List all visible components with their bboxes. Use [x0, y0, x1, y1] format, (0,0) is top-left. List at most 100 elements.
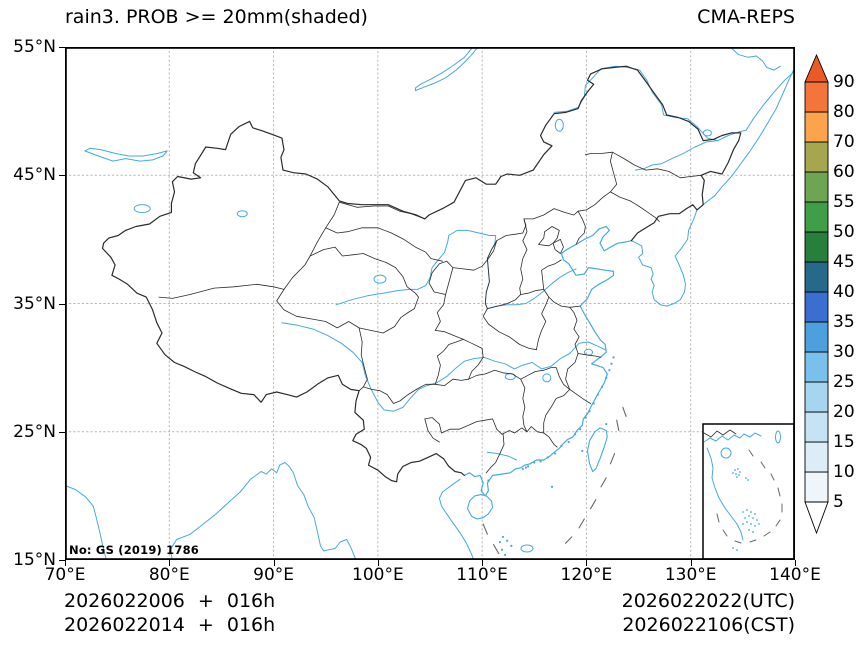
colorbar-tick-label: 5	[833, 492, 844, 512]
coast-india-west	[65, 485, 108, 560]
province-boundary	[358, 296, 419, 334]
hainan-island	[466, 494, 494, 520]
scs-inset	[702, 423, 795, 560]
y-tick-label: 55°N	[13, 37, 56, 57]
inset-island-dot	[754, 513, 756, 515]
island-dot	[521, 467, 524, 471]
colorbar-segment	[804, 381, 829, 413]
province-boundary	[424, 418, 440, 443]
coast-china	[463, 225, 632, 497]
province-boundary	[434, 330, 483, 349]
coast-sea-of-japan	[702, 65, 795, 206]
license-number: No: GS (2019) 1786	[69, 543, 199, 557]
inset-island-dot	[745, 477, 747, 479]
province-boundary	[543, 289, 581, 308]
province-boundary	[565, 353, 579, 390]
coast-bay-of-bengal	[169, 462, 357, 560]
qinghai-lake	[373, 274, 387, 284]
island-dot	[560, 444, 563, 447]
colorbar-under-arrow	[804, 501, 829, 535]
island-dot	[596, 393, 599, 396]
colorbar-tick-label: 50	[833, 222, 855, 242]
inset-island-dot	[742, 523, 744, 525]
province-boundary	[283, 201, 340, 290]
china-map	[65, 47, 795, 560]
river-amur-lower	[729, 47, 781, 71]
province-boundary	[485, 432, 505, 474]
x-tick-mark	[690, 560, 692, 566]
y-tick-mark	[59, 431, 65, 433]
inset-dash-segment	[760, 461, 766, 469]
island-dot	[550, 485, 554, 488]
province-boundary	[577, 353, 602, 358]
y-tick-mark	[59, 175, 65, 177]
colorbar-tick-label: 45	[833, 252, 855, 272]
y-tick-mark	[59, 303, 65, 305]
x-tick-mark	[377, 560, 379, 566]
inset-island-dot	[747, 479, 749, 481]
inset-island-dot	[732, 472, 734, 474]
island-dot	[524, 466, 528, 469]
x-tick-label: 110°E	[456, 565, 508, 585]
inset-dash-segment	[749, 539, 757, 543]
colorbar-tick-label: 60	[833, 162, 855, 182]
colorbar-segment	[804, 411, 829, 443]
province-boundary	[434, 339, 464, 385]
island-dot	[501, 535, 505, 539]
y-tick-label: 45°N	[13, 165, 56, 186]
colorbar-tick-label: 55	[833, 192, 855, 212]
plot-title: rain3. PROB >= 20mm(shaded)	[65, 6, 368, 28]
x-tick-mark	[65, 560, 66, 566]
island-dot	[610, 362, 613, 365]
island-dot	[526, 465, 530, 468]
province-boundary	[487, 294, 522, 309]
island-dot	[487, 479, 490, 482]
province-boundary	[555, 367, 571, 390]
colorbar-segment	[804, 141, 829, 173]
province-boundary	[519, 218, 528, 295]
colorbar-segment	[804, 351, 829, 383]
island-dot	[546, 456, 549, 459]
nine-dash-segment	[578, 518, 585, 529]
island-dot	[500, 548, 504, 551]
inset-dash-segment	[722, 529, 728, 537]
x-tick-label: 80°E	[148, 565, 190, 585]
inset-island-dot	[734, 469, 736, 471]
river-amur	[553, 65, 795, 142]
province-boundary	[520, 378, 528, 433]
river-songhua	[634, 140, 719, 171]
inset-island-dot	[748, 529, 750, 531]
nine-dash-segment	[600, 477, 607, 488]
map-area: No: GS (2019) 1786	[65, 47, 795, 560]
island-dot	[533, 461, 536, 464]
inset-island-dot	[738, 474, 740, 476]
colorbar-tick-label: 10	[833, 462, 855, 482]
nine-dash-segment	[482, 523, 488, 535]
colorbar-segment	[804, 291, 829, 323]
x-tick-mark	[586, 560, 588, 566]
colorbar-segment	[804, 171, 829, 203]
province-boundary	[309, 246, 419, 298]
y-tick-mark	[59, 47, 65, 48]
inset-island-dot	[732, 547, 734, 549]
province-boundary	[575, 210, 586, 245]
colorbar-segment	[804, 261, 829, 293]
y-tick-label: 15°N	[13, 550, 56, 570]
inset-island-dot	[735, 473, 737, 475]
island-dot	[503, 553, 507, 556]
inset-coast-vietnam	[706, 447, 744, 541]
province-boundary	[424, 417, 493, 434]
lake-baikal	[414, 47, 479, 92]
inset-island-dot	[758, 523, 760, 525]
inset-island-dot	[752, 531, 754, 533]
inset-dash-segment	[770, 473, 775, 481]
colorbar-segment	[804, 441, 829, 473]
x-tick-mark	[795, 560, 796, 566]
colorbar-bar	[804, 53, 829, 535]
x-tick-mark	[169, 560, 171, 566]
inset-island-dot	[752, 517, 754, 519]
province-boundary	[538, 226, 560, 247]
island-dot	[600, 385, 604, 388]
inset-island-dot	[750, 511, 752, 513]
